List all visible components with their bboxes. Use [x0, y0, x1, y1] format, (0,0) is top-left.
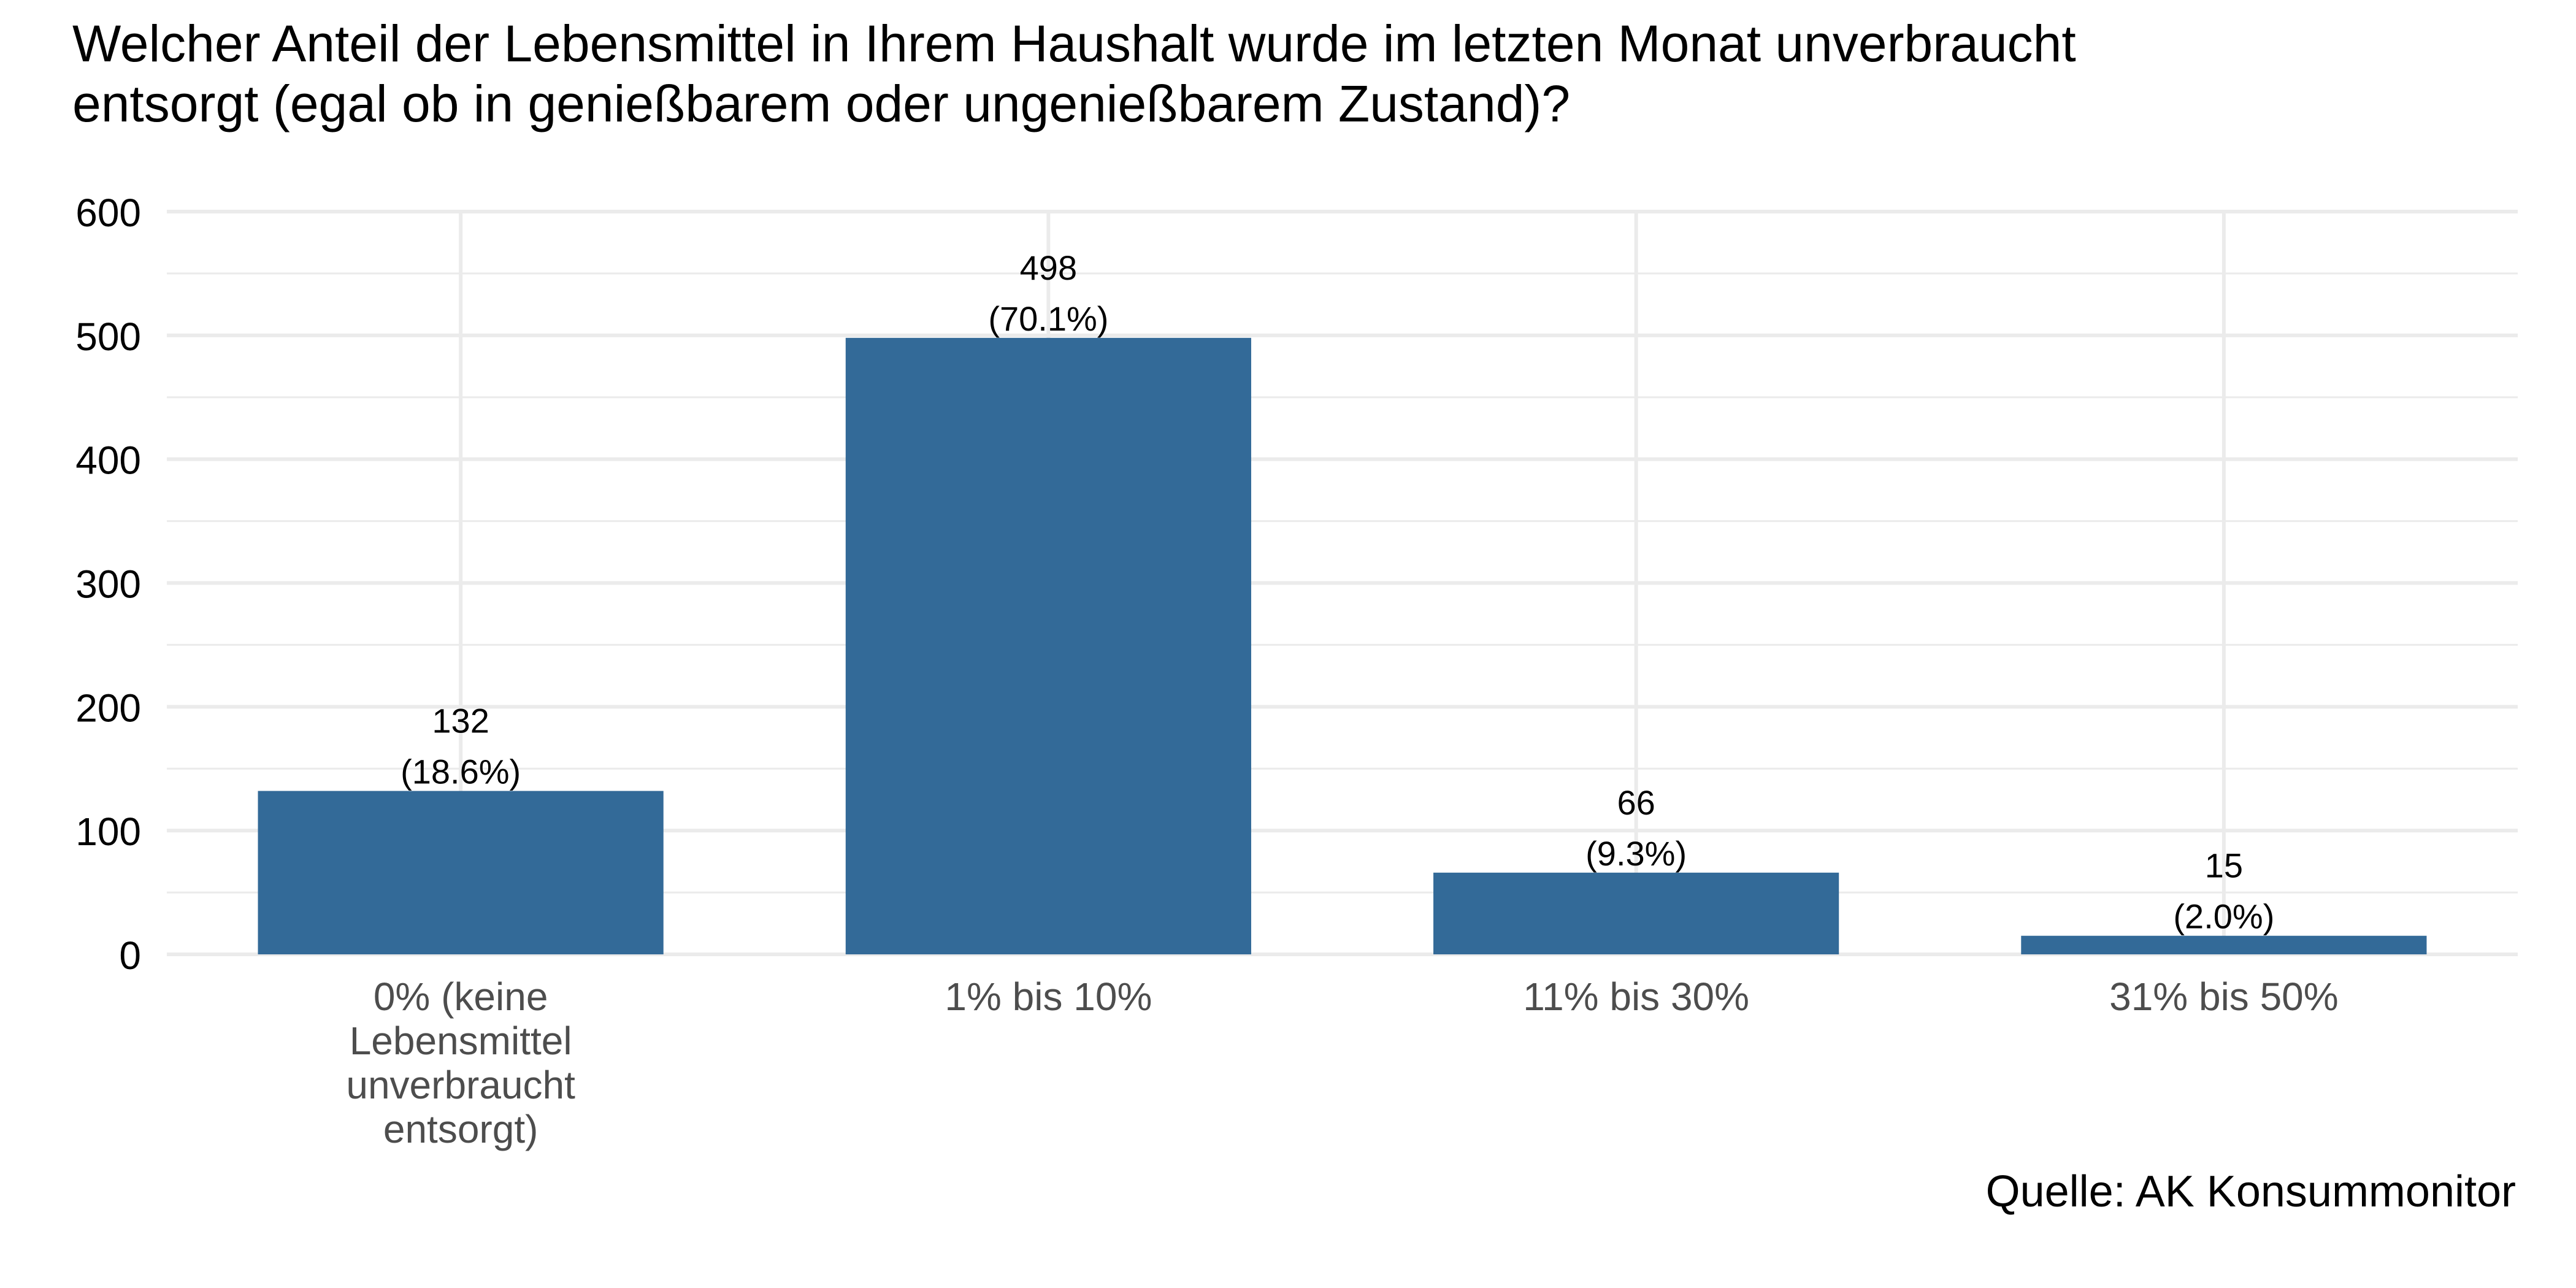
data-labels: 132 (18.6%) 498 (70.1%) 66 (9.3%) 15 (2.0%) [401, 248, 2274, 936]
bar [1433, 872, 1839, 954]
y-tick-label: 100 [75, 810, 141, 854]
bars [258, 337, 2427, 954]
x-axis-tick-labels: 0% (keine Lebensmittel unverbraucht entsorg… [346, 975, 2338, 1151]
data-label-percent: (18.6%) [401, 753, 521, 791]
y-tick-label: 300 [75, 562, 141, 607]
x-tick-label: 31% bis 50% [2109, 975, 2339, 1019]
data-label-count: 132 [432, 702, 489, 740]
data-label-count: 15 [2205, 846, 2243, 885]
x-tick-label: 1% bis 10% [945, 975, 1152, 1019]
y-tick-label: 0 [119, 933, 141, 978]
chart-title-line-2: entsorgt (egal ob in genießbarem oder un… [72, 75, 1571, 132]
y-tick-label: 400 [75, 439, 141, 483]
data-label-count: 498 [1020, 248, 1077, 287]
bar [2021, 935, 2427, 954]
bar [258, 791, 664, 954]
source-note: Quelle: AK Konsummonitor [1985, 1167, 2516, 1216]
data-label-percent: (2.0%) [2173, 897, 2274, 936]
y-tick-label: 200 [75, 686, 141, 730]
x-tick-label: 11% bis 30% [1523, 975, 1749, 1019]
data-label-percent: (9.3%) [1585, 834, 1687, 873]
y-axis-tick-labels: 0 100 200 300 400 500 600 [75, 191, 141, 978]
chart-title: Welcher Anteil der Lebensmittel in Ihrem… [72, 13, 2342, 134]
data-label-count: 66 [1617, 783, 1655, 822]
data-label-percent: (70.1%) [988, 299, 1108, 338]
y-tick-label: 600 [75, 191, 141, 235]
x-tick-label: 0% (keine Lebensmittel unverbraucht entsorg… [346, 975, 575, 1151]
bar [845, 337, 1251, 954]
y-tick-label: 500 [75, 315, 141, 359]
chart-title-line-1: Welcher Anteil der Lebensmittel in Ihrem… [72, 15, 2076, 72]
